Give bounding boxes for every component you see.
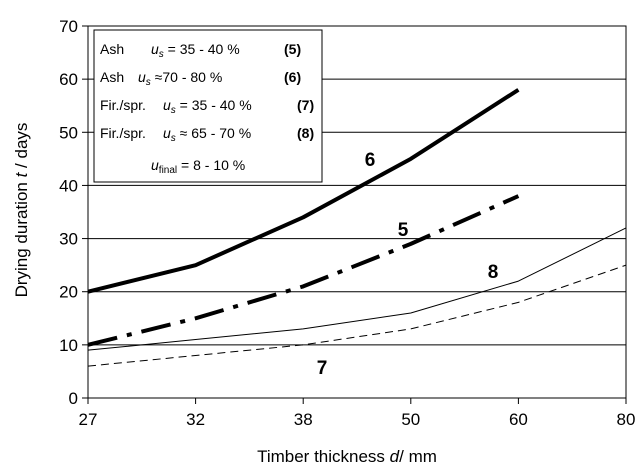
x-axis: 27 32 38 50 60 80 [79, 398, 636, 429]
legend-entry-5: Ash us = 35 - 40 % (5) [100, 41, 301, 60]
legend-box [93, 29, 323, 183]
y-tick-label: 60 [59, 70, 78, 89]
x-tick-label: 32 [186, 410, 205, 429]
y-tick-label: 20 [59, 283, 78, 302]
legend: Ash us = 35 - 40 % (5) Ash us ≈70 - 80 % (6)… [93, 29, 323, 183]
curve-label-6: 6 [365, 150, 376, 171]
x-tick-label: 50 [401, 410, 420, 429]
legend-entry-6: Ash us ≈70 - 80 % (6) [100, 69, 301, 88]
curve-label-7: 7 [317, 358, 328, 379]
series-7-line [87, 264, 627, 367]
legend-entry-8: Fir./spr. us ≈ 65 - 70 % (8) [100, 125, 314, 144]
legend-final: ufinal = 8 - 10 % [151, 157, 245, 176]
curve-label-5: 5 [398, 220, 409, 241]
series-layer [87, 88, 627, 367]
y-tick-label: 10 [59, 336, 78, 355]
curve-labels: 5 6 7 8 [317, 150, 499, 379]
x-tick-label: 60 [509, 410, 528, 429]
y-axis-label: Drying duration t / days [12, 123, 31, 298]
series-6-line [87, 88, 520, 294]
y-tick-label: 70 [59, 17, 78, 36]
series-5-line [87, 194, 520, 347]
curve-label-8: 8 [488, 262, 499, 283]
y-tick-label: 30 [59, 230, 78, 249]
plot-frame [87, 25, 627, 399]
x-tick-label: 80 [617, 410, 636, 429]
x-axis-label: Timber thickness d/ mm [257, 447, 437, 466]
y-tick-label: 50 [59, 123, 78, 142]
y-tick-label: 40 [59, 176, 78, 195]
x-tick-label: 38 [294, 410, 313, 429]
y-tick-label: 0 [69, 389, 78, 408]
x-tick-label: 27 [79, 410, 98, 429]
legend-entry-7: Fir./spr. us = 35 - 40 % (7) [100, 97, 314, 116]
series-8-line [87, 227, 627, 351]
y-axis: 0 10 20 30 40 50 60 70 [59, 17, 88, 408]
